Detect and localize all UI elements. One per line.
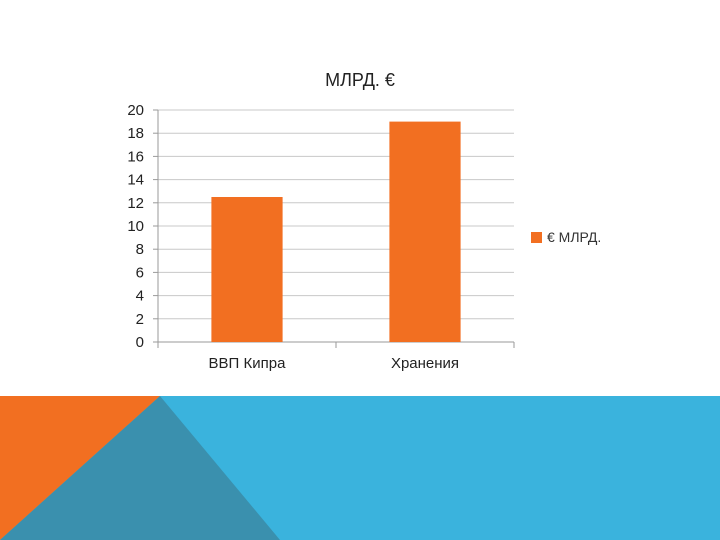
bars: [211, 121, 461, 342]
legend: € МЛРД.: [531, 229, 601, 245]
x-axis-labels: ВВП Кипра Хранения: [209, 355, 460, 372]
x-tick-label: ВВП Кипра: [209, 355, 287, 372]
bar: [389, 121, 461, 342]
y-tick-label: 6: [136, 264, 144, 281]
x-tick-label: Хранения: [391, 355, 459, 372]
decorative-footer-band: [0, 396, 720, 540]
y-tick-label: 16: [127, 148, 144, 165]
legend-swatch: [531, 232, 542, 243]
y-axis-ticks: 0 2 4 6 8 10 12 14 16 18 20: [127, 102, 144, 351]
y-tick-label: 18: [127, 125, 144, 142]
y-tick-label: 20: [127, 102, 144, 119]
y-tick-label: 0: [136, 334, 144, 351]
y-tick-label: 10: [127, 218, 144, 235]
bar-chart: 0 2 4 6 8 10 12 14 16 18 20 ВВП Кипра Хранения € МЛ…: [127, 102, 601, 372]
y-tick-label: 2: [136, 311, 144, 328]
y-tick-label: 4: [136, 288, 144, 305]
chart-title: МЛРД. €: [325, 70, 395, 90]
legend-label: € МЛРД.: [547, 229, 601, 245]
bar: [211, 197, 283, 342]
y-tick-label: 14: [127, 172, 144, 189]
y-tick-label: 8: [136, 241, 144, 258]
y-tick-label: 12: [127, 195, 144, 212]
footer-triangle-dark: [0, 396, 280, 540]
